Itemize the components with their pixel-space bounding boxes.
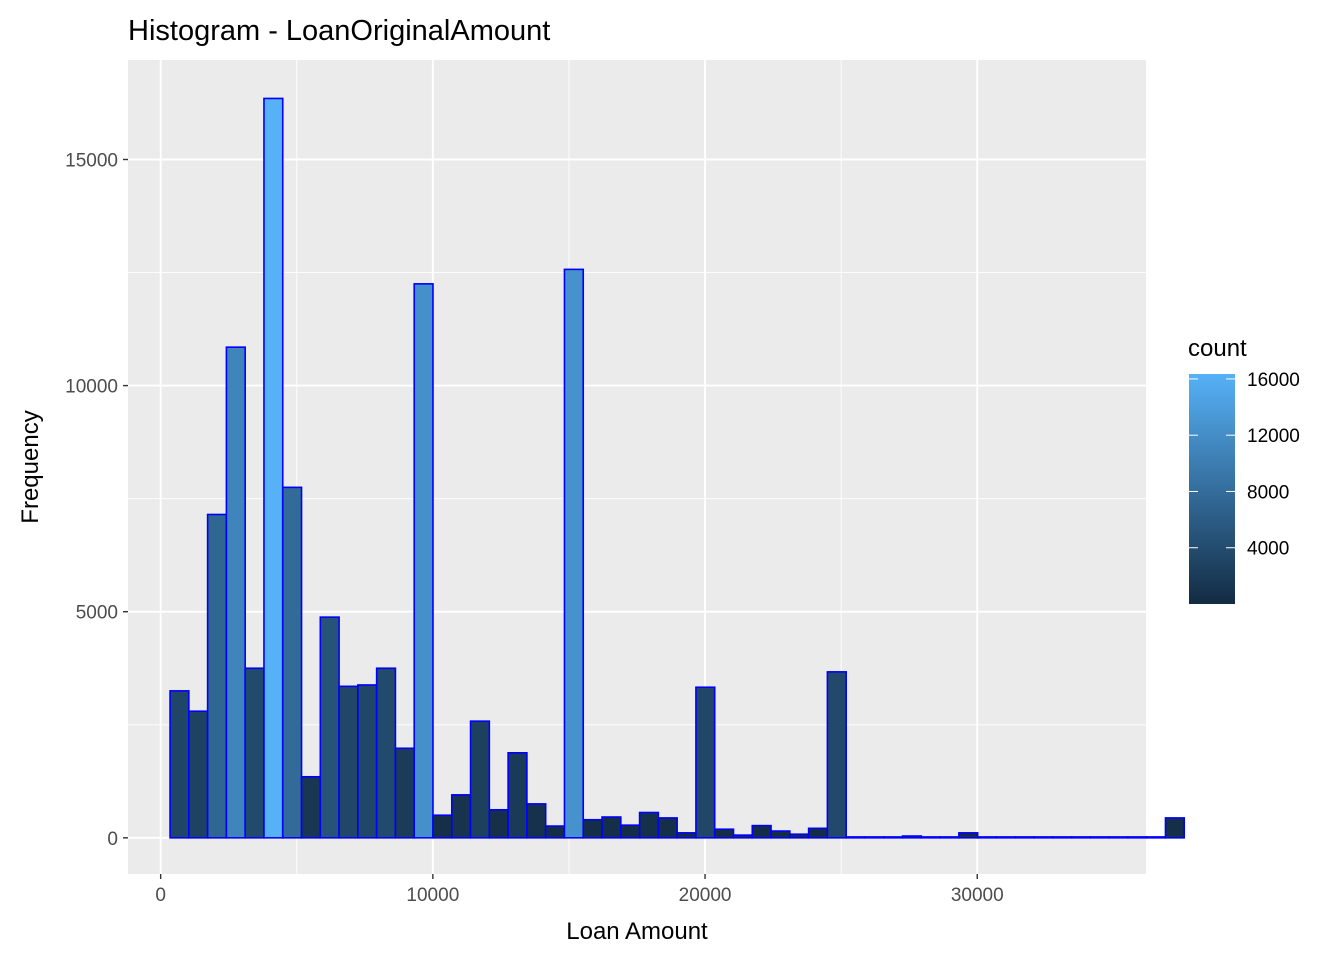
x-axis-title: Loan Amount <box>566 918 708 945</box>
histogram-bar <box>713 828 735 839</box>
histogram-bar <box>432 814 453 839</box>
x-tick-label: 30000 <box>951 885 1004 906</box>
histogram-bar <box>188 710 209 839</box>
histogram-bar <box>338 685 359 839</box>
histogram-bar <box>206 513 228 839</box>
y-tick-label: 0 <box>107 829 118 850</box>
histogram-bar <box>526 803 547 839</box>
histogram-bar <box>789 833 810 839</box>
histogram-bar <box>695 686 716 839</box>
histogram-bar <box>826 671 847 839</box>
legend-tick-label: 4000 <box>1247 539 1289 560</box>
histogram-bar <box>676 832 697 839</box>
histogram-bar <box>263 97 284 839</box>
x-tick-label: 10000 <box>406 885 459 906</box>
histogram-bar <box>563 268 585 839</box>
color-legend: count 4000 8000 12000 16000 <box>1188 335 1300 604</box>
y-tick-label: 15000 <box>65 150 118 171</box>
y-tick-label: 10000 <box>65 377 118 398</box>
histogram-bar <box>244 667 265 839</box>
legend-tick-label: 12000 <box>1247 426 1300 447</box>
x-axis: 0 10000 20000 30000 <box>155 874 1004 906</box>
histogram-bar <box>807 827 829 839</box>
histogram-bar <box>319 616 340 839</box>
histogram-bar <box>225 346 246 839</box>
histogram-bar <box>413 283 434 839</box>
legend-tick-label: 8000 <box>1247 482 1289 503</box>
histogram-bar <box>1051 836 1073 839</box>
histogram-bar <box>732 834 754 839</box>
x-tick-label: 0 <box>155 885 166 906</box>
legend-ticks: 4000 8000 12000 16000 <box>1189 370 1300 560</box>
x-tick-label: 20000 <box>679 885 732 906</box>
chart-title: Histogram - LoanOriginalAmount <box>128 15 550 47</box>
histogram-bars <box>169 97 1186 839</box>
histogram-bar <box>845 836 866 839</box>
histogram-bar <box>770 830 791 839</box>
histogram-bar <box>920 836 941 839</box>
histogram-bar <box>1070 836 1092 839</box>
histogram-bar <box>169 690 190 839</box>
histogram-bar <box>357 684 378 839</box>
histogram-bar <box>544 825 566 839</box>
histogram-bar <box>507 752 528 839</box>
histogram-bar <box>995 836 1017 839</box>
legend-title: count <box>1188 335 1247 362</box>
histogram-bar <box>394 747 416 839</box>
histogram-bar <box>1145 836 1167 839</box>
histogram-bar <box>638 811 660 839</box>
histogram-bar <box>300 775 322 839</box>
histogram-bar <box>375 667 397 839</box>
histogram-bar <box>281 486 303 839</box>
histogram-bar <box>488 808 509 839</box>
histogram-bar <box>1127 836 1148 839</box>
histogram-bar <box>976 836 998 839</box>
legend-colorbar <box>1189 374 1235 604</box>
histogram-bar <box>582 818 603 839</box>
histogram-bar <box>601 816 622 839</box>
histogram-bar <box>1164 817 1186 839</box>
y-tick-label: 5000 <box>76 603 118 624</box>
histogram-bar <box>1033 836 1054 839</box>
histogram-bar <box>657 817 678 839</box>
legend-tick-label: 16000 <box>1247 370 1300 391</box>
y-axis: 0 5000 10000 15000 <box>65 150 128 850</box>
histogram-bar <box>1014 836 1035 839</box>
histogram-bar <box>882 836 904 839</box>
histogram-bar <box>939 836 960 839</box>
histogram-bar <box>864 836 885 839</box>
histogram-bar <box>958 832 979 839</box>
histogram-bar <box>901 835 923 839</box>
histogram-bar <box>469 720 491 839</box>
histogram-bar <box>620 824 641 839</box>
y-axis-title: Frequency <box>17 410 44 523</box>
histogram-bar <box>1108 836 1129 839</box>
histogram-bar <box>751 824 772 839</box>
histogram-bar <box>450 794 472 839</box>
histogram-bar <box>1089 836 1110 839</box>
